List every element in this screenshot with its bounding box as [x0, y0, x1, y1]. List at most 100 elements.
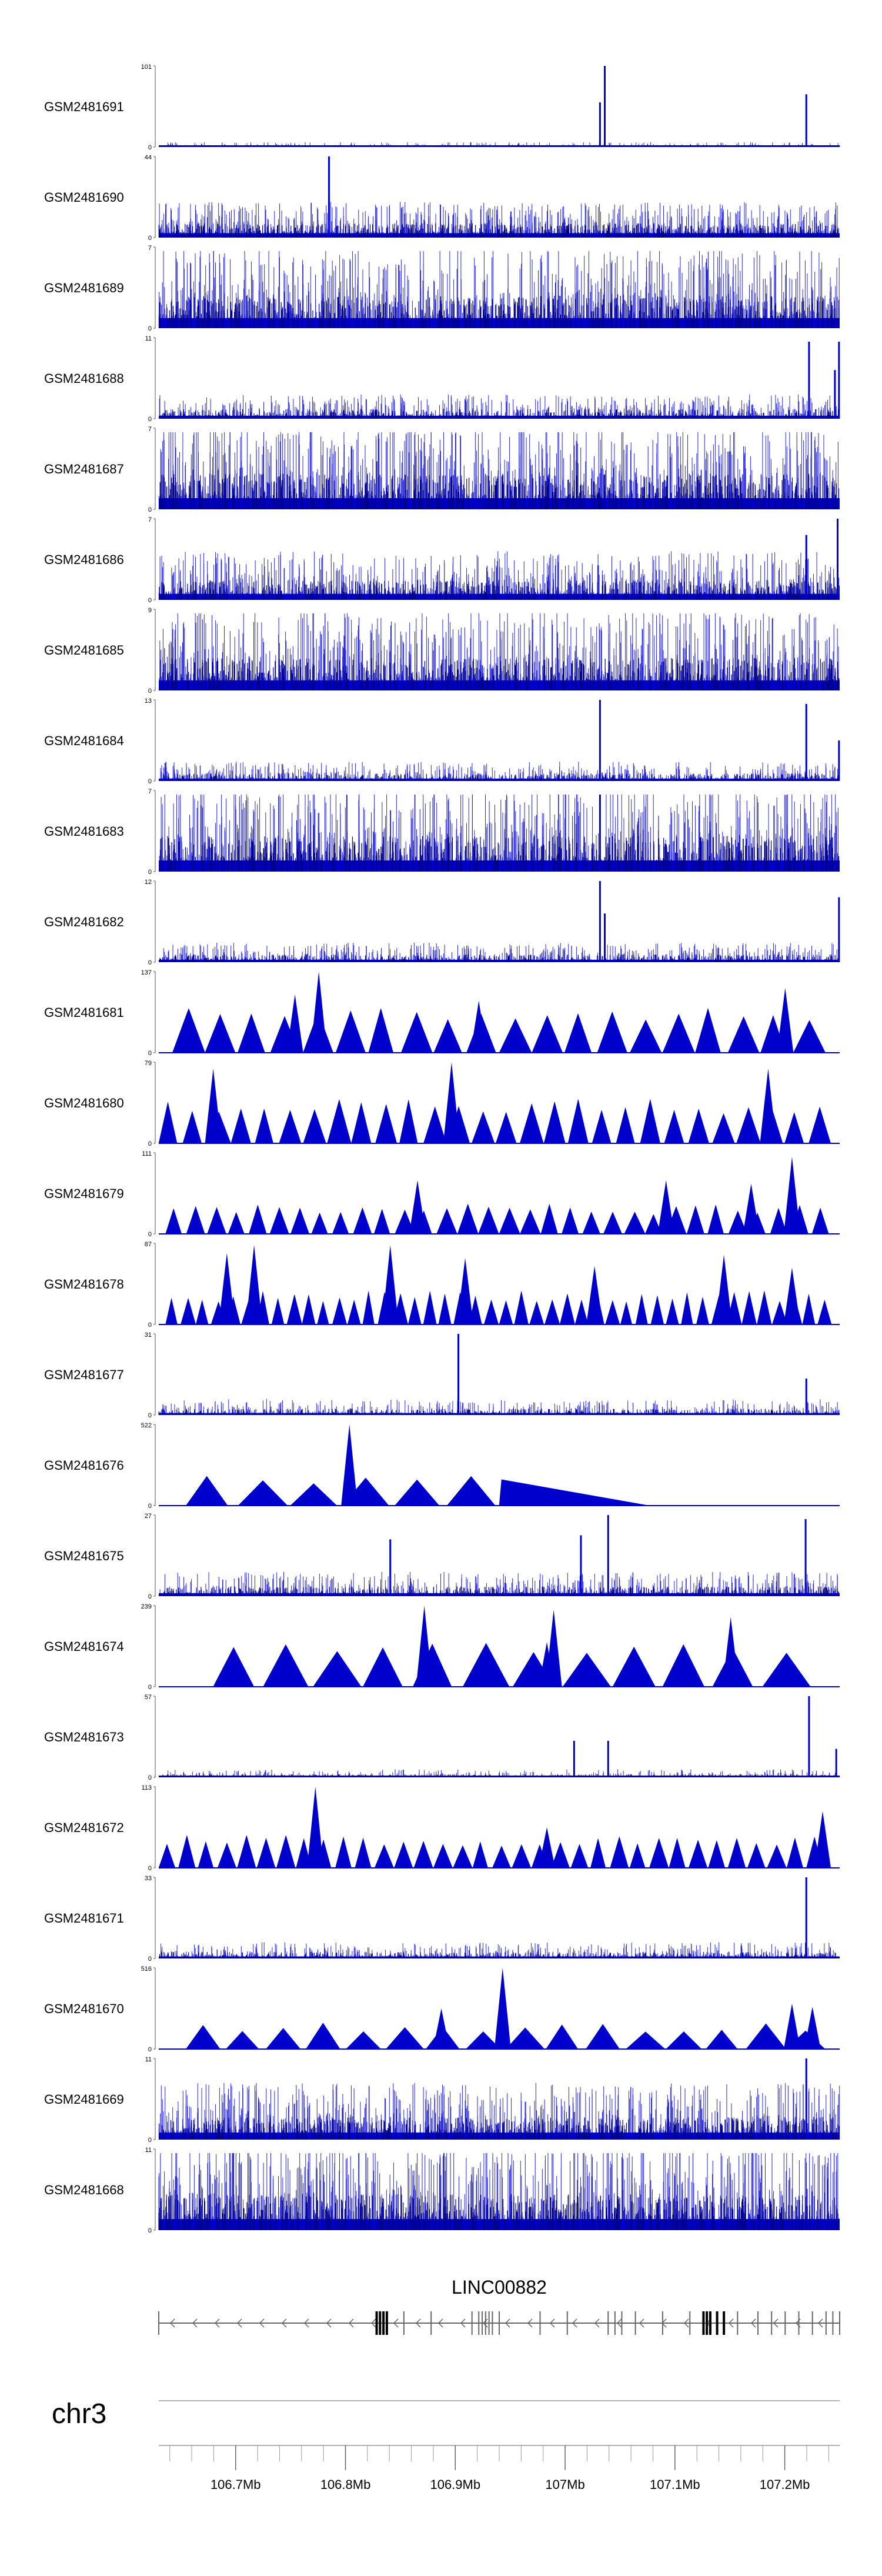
y-max-label: 11	[145, 2056, 152, 2063]
signal-core	[159, 473, 837, 509]
y-min-label: 0	[148, 1774, 152, 1781]
y-min-label: 0	[148, 1503, 152, 1510]
signal-track: GSM2481689 7 0	[44, 245, 840, 332]
signal-peak	[777, 987, 794, 1053]
track-label: GSM2481685	[44, 643, 124, 658]
exon	[539, 2311, 541, 2335]
signal-peak	[805, 703, 807, 781]
signal-track: GSM2481670 516 0	[44, 1966, 840, 2053]
exon	[737, 2311, 739, 2335]
x-axis: 106.7Mb 106.8Mb 106.9Mb 107Mb 107.1Mb 107.2Mb	[159, 2445, 840, 2492]
signal-track: GSM2481679 111 0	[44, 1150, 840, 1238]
signal-peak	[218, 1253, 235, 1324]
y-min-label: 0	[148, 416, 152, 423]
signal-spikes	[159, 1571, 839, 1596]
signal-peak	[494, 1968, 511, 2049]
signal-peak	[573, 1740, 575, 1777]
signal-peak	[607, 1740, 609, 1777]
signal-core	[158, 2194, 840, 2230]
signal-core	[158, 1409, 836, 1415]
y-min-label: 0	[148, 2137, 152, 2144]
y-min-label: 0	[148, 2046, 152, 2053]
coverage-triangles	[213, 1643, 811, 1687]
coverage-triangles	[172, 1007, 826, 1053]
signal-baseline	[159, 145, 840, 147]
signal-core	[161, 658, 840, 690]
coverage-triangles	[185, 2023, 826, 2050]
exon	[499, 2311, 500, 2335]
y-min-label: 0	[148, 235, 152, 242]
signal-spikes	[158, 432, 840, 509]
x-tick-label: 106.8Mb	[320, 2477, 371, 2492]
signal-peak	[838, 740, 840, 781]
signal-peak	[470, 1000, 487, 1053]
signal-track: GSM2481680 79 0	[44, 1060, 840, 1147]
y-max-label: 11	[145, 335, 152, 342]
signal-core	[159, 1952, 836, 1958]
strand-arrows	[169, 2318, 823, 2328]
signal-spikes	[158, 551, 840, 600]
signal-track: GSM2481675 27 0	[44, 1513, 840, 1600]
signal-peak	[743, 1183, 760, 1234]
signal-peak	[783, 2003, 800, 2049]
y-max-label: 13	[145, 698, 152, 705]
signal-peak	[409, 1180, 426, 1234]
coverage-triangles	[165, 1203, 829, 1234]
signal-core	[162, 409, 839, 419]
x-tick-label: 107.1Mb	[650, 2477, 700, 2492]
exon	[158, 2311, 159, 2335]
signal-track: GSM2481683 7 0	[44, 788, 840, 876]
signal-track: GSM2481677 31 0	[44, 1332, 840, 1419]
exon	[839, 2311, 840, 2335]
y-min-label: 0	[148, 506, 152, 513]
x-tick-label: 106.7Mb	[211, 2477, 261, 2492]
exon	[716, 2311, 719, 2335]
y-max-label: 12	[145, 879, 152, 886]
signal-peak	[804, 2007, 821, 2049]
track-label: GSM2481682	[44, 915, 124, 929]
y-max-label: 7	[148, 516, 152, 523]
track-label: GSM2481673	[44, 1730, 124, 1744]
exon	[832, 2311, 834, 2335]
y-max-label: 113	[141, 1784, 152, 1791]
signal-baseline	[159, 415, 840, 419]
exon	[798, 2311, 800, 2335]
signal-peak	[834, 370, 836, 419]
signal-track: GSM2481674 239 0	[44, 1603, 840, 1691]
y-max-label: 101	[141, 64, 152, 71]
track-label: GSM2481680	[44, 1096, 124, 1110]
signal-peak	[310, 972, 328, 1053]
exon	[634, 2311, 636, 2335]
signal-peak	[760, 1069, 777, 1143]
signal-peak	[457, 1334, 460, 1415]
exon	[430, 2311, 432, 2335]
exon	[784, 2311, 786, 2335]
exon	[825, 2311, 827, 2335]
y-min-label: 0	[148, 688, 152, 695]
coverage-triangles	[185, 1476, 649, 1506]
signal-peak	[545, 1609, 562, 1687]
track-label: GSM2481668	[44, 2183, 124, 2197]
y-max-label: 522	[141, 1422, 152, 1429]
signal-core	[159, 2117, 840, 2140]
exon	[566, 2311, 568, 2335]
y-min-label: 0	[148, 1865, 152, 1872]
track-label: GSM2481684	[44, 733, 124, 748]
y-max-label: 87	[145, 1241, 152, 1248]
signal-baseline	[159, 1956, 840, 1958]
signal-track: GSM2481684 13 0	[44, 698, 840, 785]
coverage-triangles	[165, 1291, 832, 1325]
exon	[702, 2311, 705, 2335]
track-label: GSM2481688	[44, 371, 124, 386]
signal-peak	[416, 1606, 433, 1687]
y-min-label: 0	[148, 778, 152, 785]
track-label: GSM2481690	[44, 190, 124, 205]
signal-peak	[805, 94, 807, 147]
gene-name: LINC00882	[452, 2277, 547, 2298]
x-tick-label: 107Mb	[545, 2477, 584, 2492]
signal-peak	[341, 1424, 358, 1506]
signal-peak	[814, 1811, 831, 1868]
y-max-label: 7	[148, 245, 152, 252]
signal-peak	[805, 1877, 807, 1958]
y-min-label: 0	[148, 1412, 152, 1419]
